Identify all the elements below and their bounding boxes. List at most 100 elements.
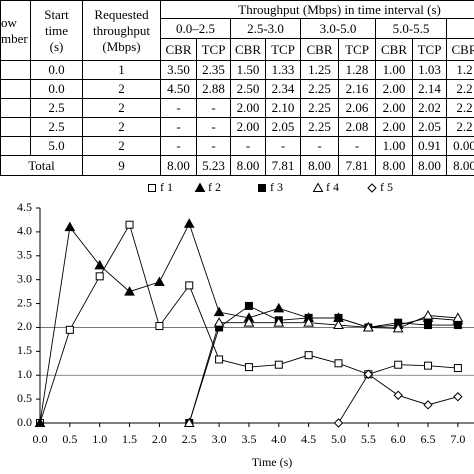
requested-header-line: throughput [92,22,151,38]
marker [333,319,344,330]
total-cell: 7.81 [265,155,301,176]
legend-marker [148,184,156,192]
protocol-header: CBR [375,38,413,61]
protocol-header: TCP [265,38,301,61]
marker [304,351,313,360]
y-tick-label: 1.0 [17,367,32,381]
marker [274,360,283,369]
data-cell: 3.50 [160,60,197,80]
flow-header: ow mber [0,0,31,61]
marker [363,369,374,379]
marker [183,218,195,228]
data-cell: 2.5 [30,98,83,118]
marker [64,221,76,232]
marker [243,317,255,327]
x-tick-label: 0.5 [62,432,77,446]
x-tick-label: 3.5 [241,432,256,446]
x-tick-label: 4.5 [301,432,316,446]
marker [95,272,104,281]
data-cell: 1.25 [300,60,339,80]
data-cell: 0.00 [446,136,474,156]
marker [453,364,462,373]
marker [334,359,343,368]
data-cell: 2.35 [196,60,231,80]
series-line [188,305,458,424]
table-row: 2.5 2- -2.00 2.05 2.25 2.08 2.00 2.05 2.2 [0,117,474,137]
marker [213,306,225,317]
marker [34,417,46,427]
data-cell: 1.00 [375,60,413,80]
protocol-header: TCP [412,38,447,61]
y-tick-label: 4.5 [17,200,32,214]
legend-label: f 4 [326,180,339,194]
flow-header-line: ow [1,14,17,30]
start-header-line: time [44,22,69,38]
protocol-header: TCP [196,38,231,61]
legend-marker [258,184,266,192]
data-cell: 2.88 [196,79,231,99]
data-cell: 2.00 [375,117,413,137]
y-tick-label: 0.5 [17,391,32,405]
legend-label: f 3 [270,180,283,194]
marker [452,312,464,322]
y-tick-label: 2.0 [17,319,32,333]
requested-header-line: (Mbps) [102,38,141,54]
total-cell: 8.00 [375,155,413,176]
marker [273,302,285,313]
data-cell: 2.00 [230,98,266,118]
protocol-header: TCP [338,38,376,61]
interval-header: 0.0–2.5 [160,18,231,39]
marker [94,259,106,270]
marker [453,392,463,402]
data-cell: 1.50 [230,60,266,80]
legend-marker [367,183,377,193]
total-cell: 8.00 [230,155,266,176]
marker [244,301,253,310]
marker [422,309,434,320]
marker [392,322,404,333]
marker [183,417,195,427]
table-row: 5.0 2- - - - - -1.00 0.91 0.00 [0,136,474,156]
flow-header-line: mber [1,30,28,46]
total-label: Total [0,155,83,176]
x-tick-label: 4.0 [271,432,286,446]
x-tick-label: 5.0 [331,432,346,446]
marker [215,355,224,364]
marker [244,363,253,372]
y-tick-label: 3.5 [17,248,32,262]
x-axis-title: Time (s) [252,455,293,469]
marker [424,361,433,370]
data-cell: 1.28 [338,60,376,80]
y-tick-label: 4.0 [17,224,32,238]
start-header-line: Start [44,6,69,22]
requested-header-line: Requested [94,6,149,22]
total-cell: 8.00 [412,155,447,176]
x-tick-label: 3.0 [212,432,227,446]
legend-marker [194,182,206,192]
marker [333,418,344,428]
x-tick-label: 0.0 [33,432,48,446]
data-cell: 2.50 [230,79,266,99]
data-cell: 2.25 [300,98,339,118]
x-tick-label: 7.0 [450,432,465,446]
table-row: Total 9 8.00 5.23 8.00 7.81 8.00 7.81 8.00 8.00 8.… [0,155,474,176]
data-cell: 2.2 [446,98,474,118]
interval-header: 5.0-5.5 [375,18,447,39]
marker [394,360,403,369]
marker [185,281,194,290]
results-table: ow mber Start time (s) Requested throughput (Mb… [0,0,474,176]
x-tick-label: 5.5 [361,432,376,446]
x-tick-label: 6.5 [421,432,436,446]
marker [154,276,165,287]
protocol-header: CBR [230,38,266,61]
data-cell: 0.0 [30,79,83,99]
y-tick-label: 0.0 [17,415,32,429]
x-tick-label: 2.5 [182,432,197,446]
marker [393,390,403,400]
marker [213,317,225,327]
x-tick-label: 1.5 [122,432,137,446]
marker [155,322,164,331]
marker [273,317,285,327]
